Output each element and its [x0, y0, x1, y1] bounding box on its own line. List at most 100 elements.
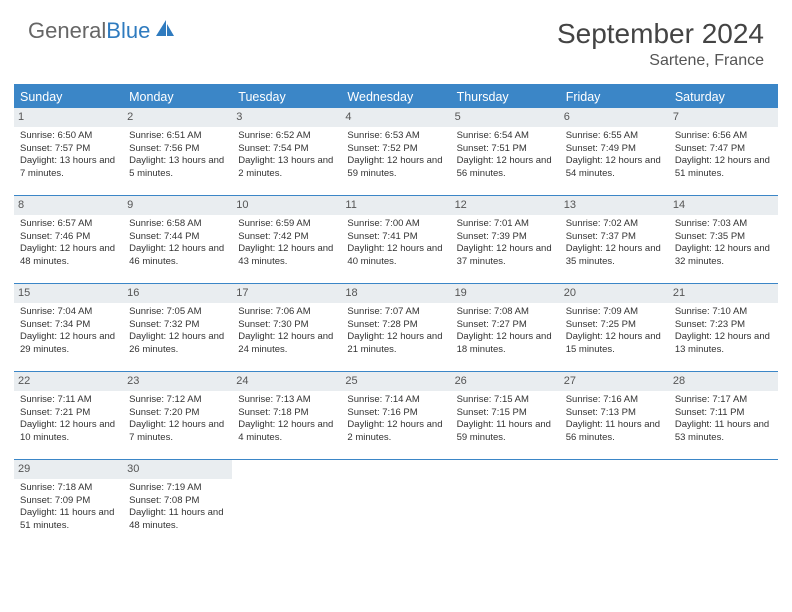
day-number: 16 — [123, 284, 232, 303]
day-number: 17 — [232, 284, 341, 303]
sunrise-text: Sunrise: 7:18 AM — [20, 482, 117, 495]
weekday-header: Monday — [123, 86, 232, 108]
sunrise-text: Sunrise: 7:01 AM — [457, 218, 554, 231]
sunrise-text: Sunrise: 6:51 AM — [129, 130, 226, 143]
sunrise-text: Sunrise: 7:02 AM — [566, 218, 663, 231]
sunrise-text: Sunrise: 7:06 AM — [238, 306, 335, 319]
daylight-text: Daylight: 12 hours and 37 minutes. — [457, 243, 554, 269]
day-number: 22 — [14, 372, 123, 391]
calendar-day: 8Sunrise: 6:57 AMSunset: 7:46 PMDaylight… — [14, 196, 123, 283]
sunrise-text: Sunrise: 7:11 AM — [20, 394, 117, 407]
day-number: 24 — [232, 372, 341, 391]
calendar-day: 3Sunrise: 6:52 AMSunset: 7:54 PMDaylight… — [232, 108, 341, 195]
weekday-header: Saturday — [669, 86, 778, 108]
daylight-text: Daylight: 11 hours and 56 minutes. — [566, 419, 663, 445]
sunset-text: Sunset: 7:56 PM — [129, 143, 226, 156]
day-number: 1 — [14, 108, 123, 127]
calendar-day: 15Sunrise: 7:04 AMSunset: 7:34 PMDayligh… — [14, 284, 123, 371]
calendar-week: 1 Sunrise: 6:50 AMSunset: 7:57 PM Daylight… — [14, 108, 778, 196]
calendar-day: 4 Sunrise: 6:53 AMSunset: 7:52 PMDaylight… — [341, 108, 450, 195]
calendar-day: 19Sunrise: 7:08 AMSunset: 7:27 PMDayligh… — [451, 284, 560, 371]
daylight-text: Daylight: 12 hours and 26 minutes. — [129, 331, 226, 357]
calendar-day: 11Sunrise: 7:00 AMSunset: 7:41 PMDayligh… — [341, 196, 450, 283]
sunrise-text: Sunrise: 7:05 AM — [129, 306, 226, 319]
sunrise-text: Sunrise: 7:17 AM — [675, 394, 772, 407]
sail-icon — [154, 18, 176, 44]
calendar-day: 25Sunrise: 7:14 AMSunset: 7:16 PMDayligh… — [341, 372, 450, 459]
weekday-header: Friday — [560, 86, 669, 108]
sunset-text: Sunset: 7:54 PM — [238, 143, 335, 156]
brand-logo: GeneralBlue — [28, 18, 176, 44]
weekday-header: Wednesday — [341, 86, 450, 108]
daylight-text: Daylight: 12 hours and 48 minutes. — [20, 243, 117, 269]
day-number: 8 — [14, 196, 123, 215]
weekday-header: Thursday — [451, 86, 560, 108]
daylight-text: Daylight: 12 hours and 59 minutes. — [347, 155, 444, 181]
calendar-day — [451, 460, 560, 548]
daylight-text: Daylight: 12 hours and 18 minutes. — [457, 331, 554, 357]
calendar-day: 14Sunrise: 7:03 AMSunset: 7:35 PMDayligh… — [669, 196, 778, 283]
sunrise-text: Sunrise: 7:15 AM — [457, 394, 554, 407]
header: GeneralBlue September 2024 Sartene, Fran… — [0, 0, 792, 78]
weekday-header-row: Sunday Monday Tuesday Wednesday Thursday… — [14, 86, 778, 108]
day-number: 28 — [669, 372, 778, 391]
brand-part2: Blue — [106, 18, 150, 44]
sunrise-text: Sunrise: 7:16 AM — [566, 394, 663, 407]
calendar-day: 18Sunrise: 7:07 AMSunset: 7:28 PMDayligh… — [341, 284, 450, 371]
day-number: 18 — [341, 284, 450, 303]
sunset-text: Sunset: 7:11 PM — [675, 407, 772, 420]
sunset-text: Sunset: 7:42 PM — [238, 231, 335, 244]
sunset-text: Sunset: 7:37 PM — [566, 231, 663, 244]
day-number: 29 — [14, 460, 123, 479]
day-number: 11 — [341, 196, 450, 215]
sunset-text: Sunset: 7:18 PM — [238, 407, 335, 420]
daylight-text: Daylight: 12 hours and 4 minutes. — [238, 419, 335, 445]
sunset-text: Sunset: 7:57 PM — [20, 143, 117, 156]
sunrise-text: Sunrise: 6:55 AM — [566, 130, 663, 143]
day-number: 4 — [341, 108, 450, 127]
sunrise-text: Sunrise: 6:57 AM — [20, 218, 117, 231]
daylight-text: Daylight: 12 hours and 15 minutes. — [566, 331, 663, 357]
sunset-text: Sunset: 7:15 PM — [457, 407, 554, 420]
day-number: 9 — [123, 196, 232, 215]
sunset-text: Sunset: 7:13 PM — [566, 407, 663, 420]
calendar-day: 30Sunrise: 7:19 AMSunset: 7:08 PMDayligh… — [123, 460, 232, 548]
calendar-day — [560, 460, 669, 548]
daylight-text: Daylight: 12 hours and 29 minutes. — [20, 331, 117, 357]
daylight-text: Daylight: 12 hours and 7 minutes. — [129, 419, 226, 445]
brand-part1: General — [28, 18, 106, 44]
calendar-day — [341, 460, 450, 548]
sunrise-text: Sunrise: 7:10 AM — [675, 306, 772, 319]
sunset-text: Sunset: 7:52 PM — [347, 143, 444, 156]
calendar-day: 20Sunrise: 7:09 AMSunset: 7:25 PMDayligh… — [560, 284, 669, 371]
sunrise-text: Sunrise: 6:53 AM — [347, 130, 444, 143]
calendar-day: 24Sunrise: 7:13 AMSunset: 7:18 PMDayligh… — [232, 372, 341, 459]
sunset-text: Sunset: 7:49 PM — [566, 143, 663, 156]
daylight-text: Daylight: 12 hours and 21 minutes. — [347, 331, 444, 357]
calendar-day: 23Sunrise: 7:12 AMSunset: 7:20 PMDayligh… — [123, 372, 232, 459]
daylight-text: Daylight: 11 hours and 48 minutes. — [129, 507, 226, 533]
day-number: 30 — [123, 460, 232, 479]
calendar-day: 10Sunrise: 6:59 AMSunset: 7:42 PMDayligh… — [232, 196, 341, 283]
daylight-text: Daylight: 13 hours and 2 minutes. — [238, 155, 335, 181]
daylight-text: Daylight: 11 hours and 51 minutes. — [20, 507, 117, 533]
sunrise-text: Sunrise: 7:04 AM — [20, 306, 117, 319]
daylight-text: Daylight: 11 hours and 53 minutes. — [675, 419, 772, 445]
calendar-day: 1Sunrise: 6:50 AMSunset: 7:57 PMDaylight… — [14, 108, 123, 195]
calendar-week: 15Sunrise: 7:04 AMSunset: 7:34 PMDayligh… — [14, 284, 778, 372]
calendar-day: 21Sunrise: 7:10 AMSunset: 7:23 PMDayligh… — [669, 284, 778, 371]
sunset-text: Sunset: 7:16 PM — [347, 407, 444, 420]
daylight-text: Daylight: 12 hours and 24 minutes. — [238, 331, 335, 357]
day-number: 3 — [232, 108, 341, 127]
sunset-text: Sunset: 7:20 PM — [129, 407, 226, 420]
daylight-text: Daylight: 12 hours and 35 minutes. — [566, 243, 663, 269]
daylight-text: Daylight: 11 hours and 59 minutes. — [457, 419, 554, 445]
sunrise-text: Sunrise: 7:12 AM — [129, 394, 226, 407]
day-number: 19 — [451, 284, 560, 303]
sunset-text: Sunset: 7:30 PM — [238, 319, 335, 332]
sunset-text: Sunset: 7:28 PM — [347, 319, 444, 332]
calendar-day: 5Sunrise: 6:54 AMSunset: 7:51 PMDaylight… — [451, 108, 560, 195]
sunset-text: Sunset: 7:27 PM — [457, 319, 554, 332]
sunrise-text: Sunrise: 6:50 AM — [20, 130, 117, 143]
sunset-text: Sunset: 7:39 PM — [457, 231, 554, 244]
